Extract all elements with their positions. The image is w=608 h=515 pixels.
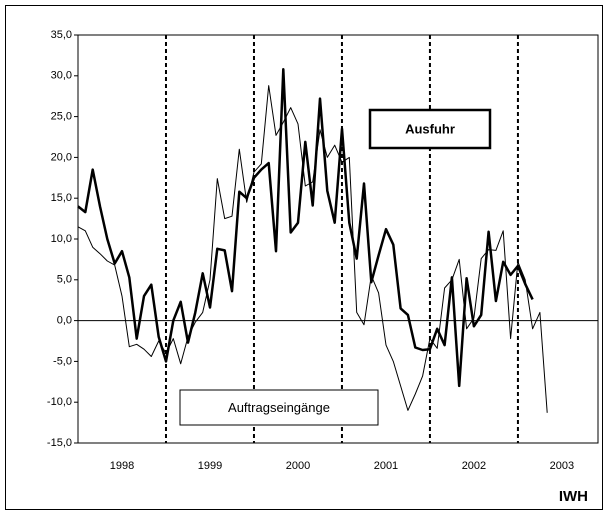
y-tick-label: 35,0	[51, 29, 72, 41]
y-tick-label: 5,0	[57, 274, 72, 286]
x-tick-label: 1998	[110, 460, 134, 472]
series-line	[77, 85, 548, 413]
y-tick-label: 15,0	[51, 192, 72, 204]
y-tick-label: 10,0	[51, 233, 72, 245]
plot-area	[77, 34, 599, 444]
brand: IWH	[559, 488, 588, 505]
x-tick-label: 1999	[198, 460, 222, 472]
frame	[5, 5, 603, 510]
x-tick-label: 2000	[286, 460, 310, 472]
legend-label: Auftragseingänge	[228, 400, 330, 415]
y-tick-label: -5,0	[53, 355, 72, 367]
y-tick-label: 25,0	[51, 111, 72, 123]
legend-box	[368, 108, 492, 150]
y-tick-label: 0,0	[57, 315, 72, 327]
legend-label: Ausfuhr	[405, 121, 455, 136]
x-tick-label: 2003	[550, 460, 574, 472]
y-tick-label: 20,0	[51, 151, 72, 163]
series-line	[77, 68, 534, 388]
x-tick-label: 2002	[462, 460, 486, 472]
y-tick-label: -15,0	[47, 437, 72, 449]
y-tick-label: 30,0	[51, 70, 72, 82]
legend-box	[179, 389, 379, 426]
x-tick-label: 2001	[374, 460, 398, 472]
y-tick-label: -10,0	[47, 396, 72, 408]
